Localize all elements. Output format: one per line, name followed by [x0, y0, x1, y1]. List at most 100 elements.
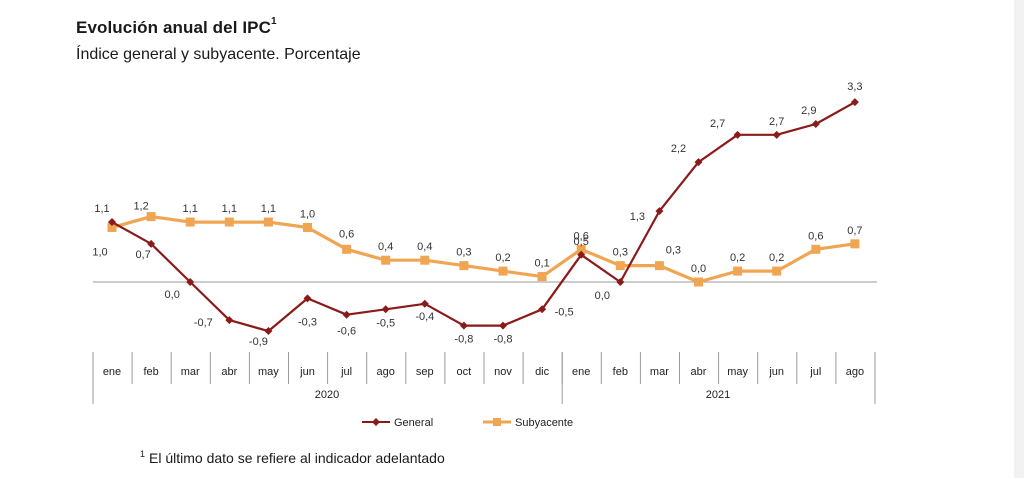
footnote: 1 El último dato se refiere al indicador …: [140, 449, 445, 466]
data-label-subyacente: 0,3: [666, 245, 681, 257]
x-tick-label: jul: [809, 366, 821, 378]
legend-marker: [372, 418, 380, 426]
x-tick-label: may: [727, 366, 748, 378]
data-point-general: [811, 119, 820, 128]
data-label-subyacente: 0,4: [378, 241, 393, 253]
data-label-subyacente: 0,4: [417, 241, 432, 253]
data-point-subyacente: [615, 261, 625, 271]
data-point-general: [538, 305, 547, 314]
x-tick-label: ago: [377, 366, 395, 378]
x-tick-label: sep: [416, 366, 434, 378]
data-label-general: 2,9: [801, 105, 816, 117]
data-label-subyacente: 0,6: [808, 230, 823, 242]
legend-label: Subyacente: [515, 417, 573, 429]
data-label-subyacente: 0,3: [613, 247, 628, 259]
data-point-subyacente: [146, 212, 156, 222]
x-tick-label: may: [258, 366, 279, 378]
data-label-subyacente: 0,2: [730, 252, 745, 264]
data-point-general: [147, 239, 156, 248]
footnote-mark: 1: [140, 449, 146, 459]
chart-title-text: Evolución anual del IPC: [76, 18, 272, 37]
data-point-subyacente: [498, 266, 508, 276]
data-label-subyacente: 1,1: [222, 203, 237, 215]
data-point-subyacente: [263, 217, 273, 227]
data-label-general: 0,0: [595, 290, 610, 302]
data-label-general: 1,3: [630, 211, 645, 223]
data-point-subyacente: [576, 244, 586, 254]
data-label-general: -0,3: [298, 316, 317, 328]
data-label-subyacente: 1,1: [183, 203, 198, 215]
data-point-subyacente: [459, 261, 469, 271]
data-label-subyacente: 0,0: [691, 263, 706, 275]
x-tick-label: mar: [181, 366, 200, 378]
data-label-general: -0,8: [454, 334, 473, 346]
data-label-subyacente: 0,2: [495, 252, 510, 264]
series-line-subyacente: [111, 215, 856, 284]
line-chart: ene feb mar abr may jun jul ago sep oct nov dic ene f…: [92, 81, 877, 429]
data-label-subyacente: 0,3: [456, 247, 471, 259]
data-label-general: 2,2: [671, 143, 686, 155]
window-edge: [1014, 0, 1024, 478]
data-point-general: [577, 250, 586, 259]
data-label-general: 3,3: [847, 81, 862, 93]
data-label-general: 1,1: [94, 203, 109, 215]
x-tick-label: ene: [103, 366, 121, 378]
data-label-subyacente: 1,1: [261, 203, 276, 215]
footnote-text: El último dato se refiere al indicador a…: [149, 450, 445, 466]
legend: General Subyacente: [362, 417, 573, 429]
data-point-general: [499, 321, 507, 330]
data-point-subyacente: [224, 217, 234, 227]
x-tick-label: ene: [572, 366, 590, 378]
legend-label: General: [394, 417, 433, 429]
chart-title: Evolución anual del IPC1: [76, 16, 277, 38]
x-tick-label: nov: [494, 366, 512, 378]
data-point-subyacente: [381, 255, 391, 265]
x-group-label: 2020: [315, 389, 339, 401]
axis-layer: ene feb mar abr may jun jul ago sep oct nov dic ene f…: [92, 281, 877, 404]
data-label-subyacente: 1,0: [92, 247, 107, 259]
series-layer: [107, 98, 860, 336]
data-point-general: [108, 218, 116, 227]
data-point-general: [303, 294, 312, 303]
data-label-general: 0,7: [135, 249, 150, 261]
data-point-subyacente: [420, 255, 430, 265]
data-label-subyacente: 0,6: [339, 228, 354, 240]
data-label-subyacente: 0,7: [847, 225, 862, 237]
data-label-general: -0,7: [194, 317, 213, 329]
data-point-general: [420, 299, 429, 308]
x-tick-label: jul: [340, 366, 352, 378]
data-label-general: -0,5: [376, 317, 395, 329]
data-point-subyacente: [694, 277, 703, 287]
data-point-general: [616, 278, 625, 286]
data-point-general: [459, 321, 468, 330]
x-tick-label: abr: [691, 366, 707, 378]
data-point-subyacente: [811, 244, 821, 254]
data-point-general: [850, 98, 859, 107]
data-point-general: [733, 130, 742, 139]
data-label-general: -0,4: [415, 311, 434, 323]
series-line-general: [111, 101, 856, 333]
data-point-subyacente: [537, 272, 547, 282]
x-tick-label: dic: [535, 366, 550, 378]
data-point-subyacente: [772, 266, 782, 276]
data-label-general: -0,5: [555, 306, 574, 318]
x-tick-label: feb: [143, 366, 158, 378]
x-tick-label: ago: [846, 366, 864, 378]
data-label-subyacente: 0,2: [769, 252, 784, 264]
data-point-general: [225, 316, 234, 325]
data-label-subyacente: 1,2: [133, 201, 148, 213]
data-label-general: -0,6: [337, 326, 356, 338]
x-tick-label: mar: [650, 366, 669, 378]
data-point-subyacente: [185, 217, 195, 227]
data-point-general: [342, 310, 351, 319]
data-label-general: -0,9: [249, 336, 268, 348]
data-point-general: [264, 327, 273, 336]
title-footnote-mark: 1: [271, 16, 277, 27]
x-tick-label: jun: [768, 366, 784, 378]
data-label-subyacente: 0,6: [574, 230, 589, 242]
data-point-subyacente: [850, 239, 860, 249]
x-tick-label: oct: [457, 366, 472, 378]
data-label-subyacente: 0,1: [534, 258, 549, 270]
data-label-general: 0,5: [574, 236, 589, 248]
x-tick-label: jun: [299, 366, 315, 378]
